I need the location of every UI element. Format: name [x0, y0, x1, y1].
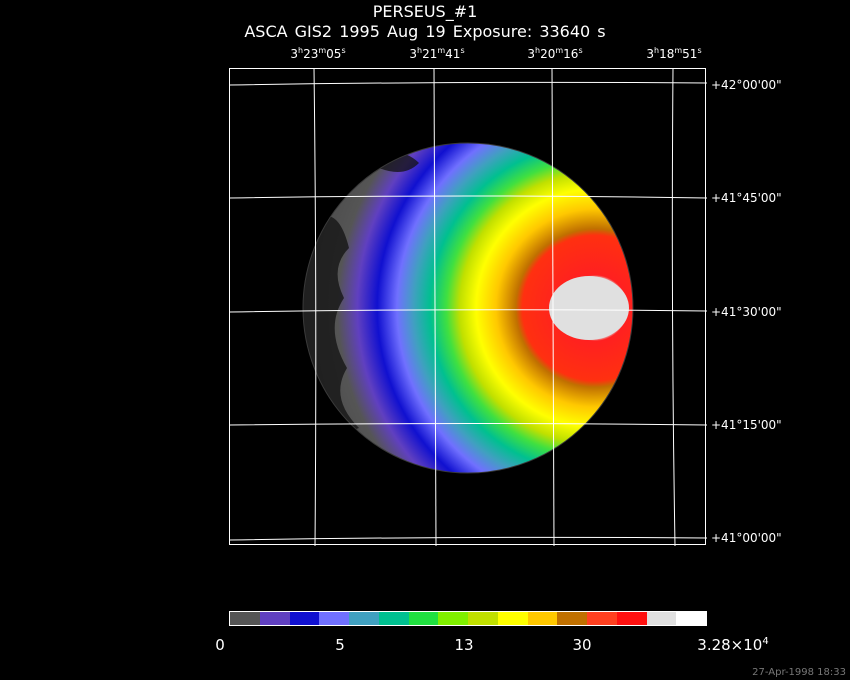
colorbar-swatch — [527, 612, 558, 625]
ra-label-2: 3h21m41s — [409, 46, 465, 61]
colorbar-swatch — [468, 612, 498, 625]
dec-label-5: +41°00'00" — [711, 531, 782, 545]
colorbar-label-30: 30 — [572, 636, 592, 654]
colorbar-label-5: 5 — [335, 636, 345, 654]
colorbar-swatch — [259, 612, 290, 625]
colorbar-swatch — [319, 612, 349, 625]
coordinate-grid — [229, 68, 707, 546]
colorbar-swatch — [557, 612, 587, 625]
ra-label-1: 3h23m05s — [290, 46, 346, 61]
xray-image-plot — [229, 68, 707, 546]
ra-label-3: 3h20m16s — [527, 46, 583, 61]
colorbar — [229, 611, 707, 626]
colorbar-swatch — [676, 612, 706, 625]
colorbar-swatch — [497, 612, 528, 625]
colorbar-swatch — [378, 612, 409, 625]
dec-label-4: +41°15'00" — [711, 418, 782, 432]
colorbar-swatch — [230, 612, 260, 625]
colorbar-label-max: 3.28×104 — [697, 636, 769, 654]
dec-label-2: +41°45'00" — [711, 191, 782, 205]
colorbar-swatch — [616, 612, 647, 625]
dec-label-1: +42°00'00" — [711, 78, 782, 92]
colorbar-swatch — [349, 612, 379, 625]
colorbar-label-13: 13 — [454, 636, 474, 654]
plot-title: PERSEUS_#1 — [372, 2, 478, 21]
timestamp: 27-Apr-1998 18:33 — [752, 667, 846, 678]
colorbar-swatch — [289, 612, 320, 625]
plot-subtitle: ASCA GIS2 1995 Aug 19 Exposure: 33640 s — [244, 22, 606, 41]
ra-label-4: 3h18m51s — [646, 46, 702, 61]
dec-label-3: +41°30'00" — [711, 305, 782, 319]
colorbar-swatch — [646, 612, 677, 625]
colorbar-swatch — [587, 612, 617, 625]
colorbar-label-0: 0 — [215, 636, 225, 654]
colorbar-swatch — [408, 612, 439, 625]
colorbar-swatch — [438, 612, 468, 625]
